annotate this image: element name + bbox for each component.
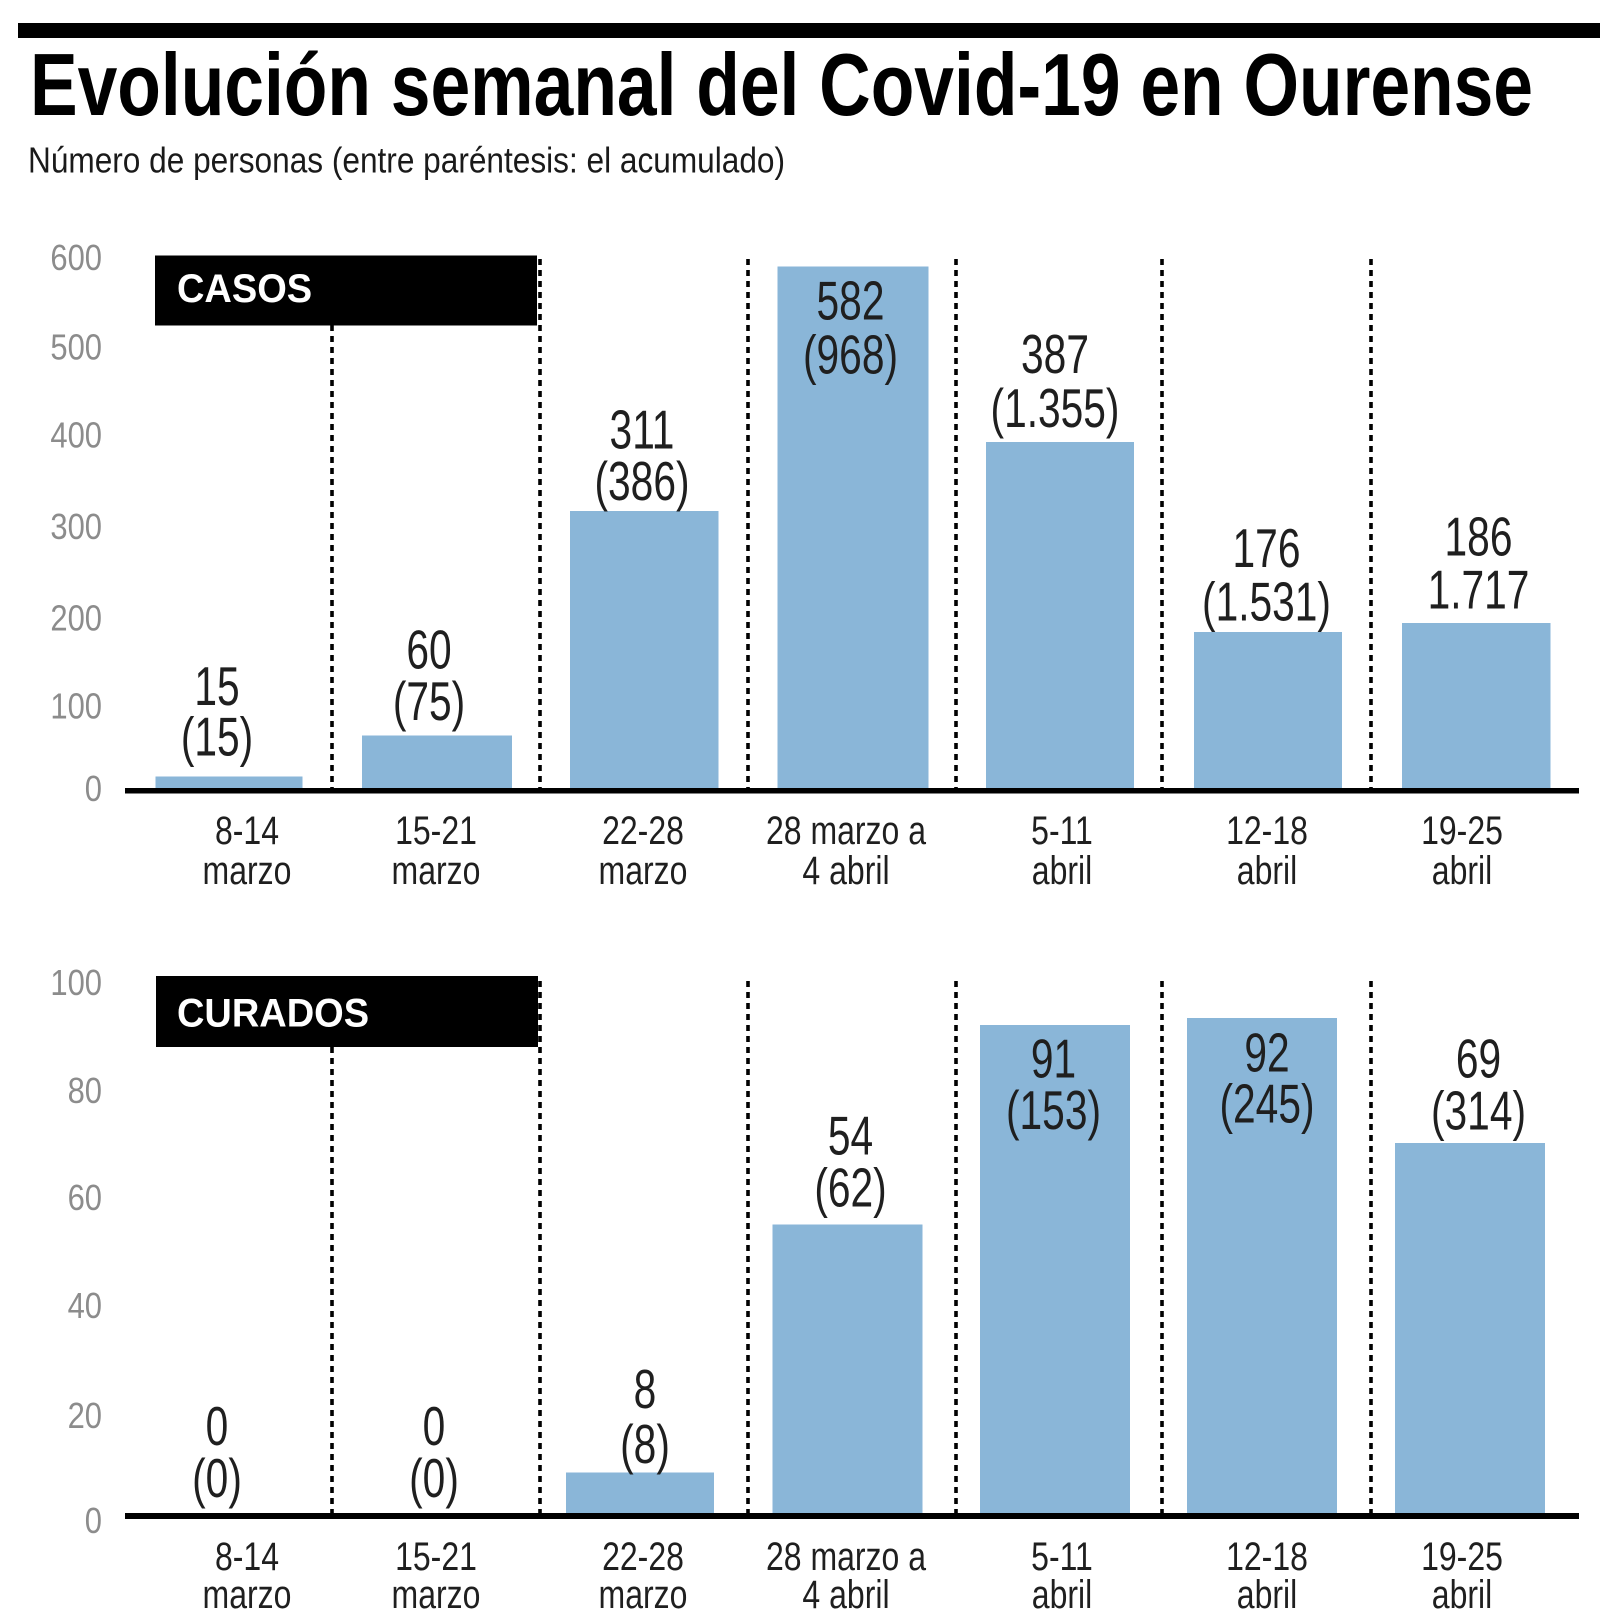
svg-text:abril: abril bbox=[1432, 848, 1492, 893]
svg-text:22-28: 22-28 bbox=[602, 808, 684, 853]
svg-text:4 abril: 4 abril bbox=[802, 1572, 889, 1616]
svg-text:600: 600 bbox=[50, 239, 102, 279]
svg-text:Evolución semanal del Covid-19: Evolución semanal del Covid-19 en Ourens… bbox=[30, 35, 1533, 134]
svg-text:15-21: 15-21 bbox=[395, 1534, 477, 1579]
svg-text:12-18: 12-18 bbox=[1226, 808, 1308, 853]
svg-text:marzo: marzo bbox=[203, 1572, 292, 1616]
svg-text:(0): (0) bbox=[409, 1448, 459, 1509]
svg-text:5-11: 5-11 bbox=[1031, 1534, 1093, 1579]
svg-text:(386): (386) bbox=[594, 451, 689, 512]
svg-text:(153): (153) bbox=[1006, 1080, 1101, 1141]
svg-text:300: 300 bbox=[50, 508, 102, 548]
svg-text:69: 69 bbox=[1456, 1029, 1501, 1090]
svg-text:400: 400 bbox=[50, 417, 102, 457]
svg-text:100: 100 bbox=[50, 688, 102, 728]
svg-text:15: 15 bbox=[194, 656, 239, 717]
svg-text:0: 0 bbox=[206, 1396, 229, 1457]
svg-text:311: 311 bbox=[610, 400, 675, 461]
svg-text:marzo: marzo bbox=[392, 848, 481, 893]
svg-text:5-11: 5-11 bbox=[1031, 808, 1093, 853]
svg-text:582: 582 bbox=[817, 271, 885, 332]
svg-text:CASOS: CASOS bbox=[177, 267, 312, 311]
svg-text:28 marzo a: 28 marzo a bbox=[766, 808, 927, 853]
svg-text:8-14: 8-14 bbox=[215, 1534, 279, 1579]
svg-text:marzo: marzo bbox=[599, 848, 688, 893]
svg-text:40: 40 bbox=[68, 1287, 102, 1327]
svg-text:abril: abril bbox=[1432, 1572, 1492, 1616]
svg-text:CURADOS: CURADOS bbox=[177, 992, 369, 1036]
svg-text:80: 80 bbox=[68, 1072, 102, 1112]
svg-text:8: 8 bbox=[634, 1359, 657, 1420]
svg-text:abril: abril bbox=[1032, 1572, 1092, 1616]
svg-text:1.717: 1.717 bbox=[1428, 560, 1530, 621]
svg-text:Número de personas (entre paré: Número de personas (entre paréntesis: el… bbox=[28, 140, 785, 181]
svg-text:(8): (8) bbox=[620, 1414, 670, 1475]
svg-text:91: 91 bbox=[1031, 1029, 1076, 1090]
svg-text:15-21: 15-21 bbox=[395, 808, 477, 853]
svg-text:(245): (245) bbox=[1219, 1074, 1314, 1135]
svg-text:19-25: 19-25 bbox=[1421, 1534, 1503, 1579]
svg-text:abril: abril bbox=[1237, 1572, 1297, 1616]
svg-text:abril: abril bbox=[1032, 848, 1092, 893]
svg-text:(968): (968) bbox=[803, 325, 898, 386]
svg-text:60: 60 bbox=[406, 620, 451, 681]
svg-text:92: 92 bbox=[1244, 1023, 1289, 1084]
svg-text:(314): (314) bbox=[1431, 1081, 1526, 1142]
svg-text:8-14: 8-14 bbox=[215, 808, 279, 853]
svg-text:28 marzo a: 28 marzo a bbox=[766, 1534, 927, 1579]
svg-text:20: 20 bbox=[68, 1397, 102, 1437]
svg-text:abril: abril bbox=[1237, 848, 1297, 893]
svg-text:(62): (62) bbox=[814, 1158, 886, 1219]
svg-text:marzo: marzo bbox=[392, 1572, 481, 1616]
svg-text:(1.355): (1.355) bbox=[991, 378, 1120, 439]
svg-text:0: 0 bbox=[85, 770, 102, 810]
svg-text:(0): (0) bbox=[192, 1448, 242, 1509]
svg-text:marzo: marzo bbox=[599, 1572, 688, 1616]
svg-text:(15): (15) bbox=[181, 707, 253, 768]
svg-text:60: 60 bbox=[68, 1179, 102, 1219]
svg-text:54: 54 bbox=[828, 1106, 873, 1167]
svg-text:186: 186 bbox=[1445, 507, 1513, 568]
svg-text:4 abril: 4 abril bbox=[802, 848, 889, 893]
svg-text:500: 500 bbox=[50, 329, 102, 369]
svg-text:200: 200 bbox=[50, 600, 102, 640]
svg-text:176: 176 bbox=[1233, 518, 1301, 579]
svg-text:(75): (75) bbox=[393, 671, 465, 732]
svg-text:marzo: marzo bbox=[203, 848, 292, 893]
svg-text:(1.531): (1.531) bbox=[1202, 572, 1331, 633]
svg-text:22-28: 22-28 bbox=[602, 1534, 684, 1579]
svg-text:387: 387 bbox=[1021, 324, 1089, 385]
svg-text:0: 0 bbox=[423, 1396, 446, 1457]
svg-text:12-18: 12-18 bbox=[1226, 1534, 1308, 1579]
svg-text:100: 100 bbox=[50, 964, 102, 1004]
svg-text:19-25: 19-25 bbox=[1421, 808, 1503, 853]
svg-text:0: 0 bbox=[85, 1502, 102, 1542]
